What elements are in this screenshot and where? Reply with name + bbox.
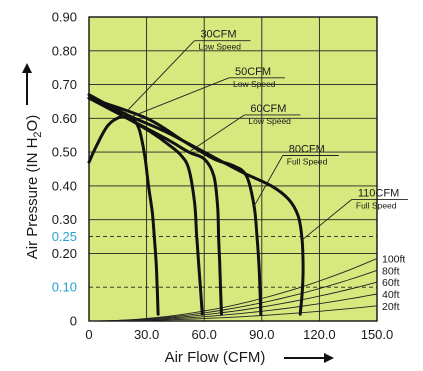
fan-curve-label: 50CFM [235,66,271,78]
x-tick-label: 150.0 [361,327,394,342]
duct-label: 40ft [382,289,400,301]
y-tick-label: 0.25 [52,229,77,244]
fan-curve-label: 60CFM [250,103,286,115]
x-tick-label: 30.0 [134,327,159,342]
fan-curve-label: 30CFM [200,29,236,41]
y-tick-label: 0.80 [52,43,77,58]
fan-curve-speed-label: Low Speed [233,79,276,89]
fan-curve-label: 110CFM [358,187,399,199]
x-tick-label: 120.0 [303,327,336,342]
duct-label: 80ft [382,265,400,277]
label-leader [188,114,245,153]
y-tick-label: 0.90 [52,10,77,25]
x-tick-label: 60.0 [192,327,217,342]
y-axis-title: Air Pressure (IN H2O) [24,115,44,259]
duct-label: 100ft [382,254,405,266]
fan-curve-speed-label: Full Speed [287,156,328,166]
label-leader [121,40,195,117]
y-tick-label: 0.20 [52,246,77,261]
x-tick-label: 90.0 [249,327,274,342]
label-leader [127,77,230,119]
y-tick-label: 0.30 [52,212,77,227]
y-tick-label: 0.40 [52,178,77,193]
y-tick-label: 0.50 [52,145,77,160]
x-tick-label: 0 [85,327,92,342]
fan-curve [87,114,160,316]
y-tick-label: 0.70 [52,77,77,92]
y-tick-label: 0 [70,314,77,329]
fan-curve [87,96,223,316]
duct-curve [89,305,378,322]
duct-label: 20ft [382,301,400,313]
label-leader [253,155,284,207]
y-tick-label: 0.10 [52,280,77,295]
y-axis-title-text: Air Pressure (IN H2O) [24,115,44,259]
fan-curve-label: 80CFM [289,143,325,155]
plot-frame [88,16,378,322]
x-axis-title: Air Flow (CFM) [165,349,266,366]
fan-curve-speed-label: Low Speed [198,42,241,52]
fan-curve-speed-label: Low Speed [248,116,291,126]
fan-curve [87,93,305,316]
duct-label: 60ft [382,277,400,289]
fan-curve-speed-label: Full Speed [356,200,397,210]
label-leader [301,199,353,241]
y-tick-label: 0.60 [52,111,77,126]
